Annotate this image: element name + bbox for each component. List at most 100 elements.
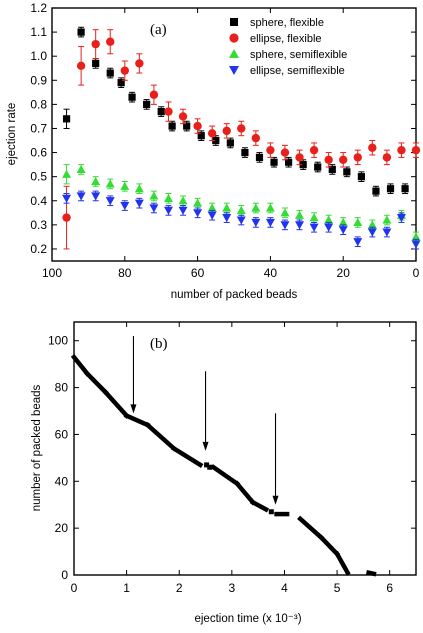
- data-point: [134, 184, 144, 193]
- data-point: [183, 122, 191, 130]
- y-tick-label: 0.9: [30, 73, 47, 87]
- x-tick-label: 5: [334, 581, 341, 595]
- legend-marker: [229, 49, 239, 58]
- data-point: [106, 37, 115, 46]
- x-tick-label: 3: [229, 581, 236, 595]
- data-point: [178, 206, 188, 215]
- data-point: [295, 210, 305, 219]
- data-point: [266, 145, 275, 155]
- legend-label: ellipse, semiflexible: [250, 65, 345, 77]
- data-point: [149, 90, 159, 99]
- y-tick-label: 0.3: [30, 218, 47, 232]
- panel-b-arrows: [130, 336, 279, 505]
- data-point: [226, 139, 234, 147]
- data-point: [193, 198, 203, 207]
- data-point: [222, 203, 232, 212]
- data-point: [338, 217, 348, 227]
- data-point: [270, 158, 278, 166]
- data-point: [314, 163, 322, 171]
- data-point: [265, 218, 275, 227]
- y-tick-label: 100: [48, 334, 68, 348]
- data-point: [128, 93, 136, 101]
- data-point: [368, 143, 377, 152]
- data-point: [135, 59, 144, 68]
- panel-a-y-axis-label: ejection rate: [6, 103, 18, 166]
- data-point: [280, 208, 290, 217]
- panel-b-plot-frame: [73, 321, 417, 576]
- data-point: [309, 223, 319, 232]
- data-point: [120, 181, 130, 190]
- data-point: [62, 213, 71, 222]
- panel-a-data-points: [62, 26, 421, 250]
- legend-label: sphere, flexible: [250, 17, 324, 29]
- data-point: [295, 221, 305, 230]
- y-tick-label: 0.5: [30, 170, 47, 184]
- data-point: [241, 148, 249, 157]
- data-point: [237, 124, 246, 133]
- data-point: [222, 214, 232, 223]
- data-point: [251, 203, 261, 212]
- data-point: [163, 193, 173, 202]
- data-point: [367, 228, 377, 237]
- x-tick-label: 100: [42, 266, 62, 280]
- y-tick-label: 1.0: [30, 49, 47, 63]
- data-point: [92, 59, 100, 68]
- data-point: [324, 155, 333, 164]
- data-point: [251, 218, 261, 227]
- legend-marker: [229, 66, 239, 75]
- y-tick-label: 0.7: [30, 121, 47, 135]
- data-point: [382, 228, 392, 237]
- data-point: [236, 205, 246, 214]
- legend-marker: [230, 18, 238, 26]
- y-tick-label: 60: [55, 427, 69, 441]
- data-point: [212, 136, 220, 145]
- y-tick-label: 0.4: [30, 194, 47, 208]
- data-point: [164, 107, 173, 116]
- data-point: [411, 145, 421, 155]
- data-point: [222, 126, 231, 136]
- data-point: [120, 201, 130, 211]
- arrow-head: [130, 404, 137, 414]
- data-point: [255, 153, 264, 161]
- data-point: [105, 197, 115, 206]
- data-point: [236, 216, 246, 225]
- data-point: [91, 192, 101, 201]
- data-point: [353, 238, 363, 247]
- y-tick-label: 0.6: [30, 146, 47, 160]
- data-point: [357, 173, 365, 181]
- y-tick-label: 1.1: [30, 25, 47, 39]
- data-point: [105, 179, 115, 188]
- data-point: [207, 211, 217, 220]
- data-point: [280, 221, 290, 230]
- x-tick-label: 80: [118, 266, 132, 280]
- data-point: [91, 39, 100, 49]
- y-tick-label: 1.2: [30, 1, 47, 15]
- curve-segment: [123, 412, 151, 429]
- arrow-head: [202, 441, 209, 451]
- legend-label: ellipse, flexible: [250, 33, 322, 45]
- y-tick-label: 0.2: [30, 242, 47, 256]
- data-point: [339, 155, 348, 164]
- data-point: [157, 108, 165, 116]
- data-point: [193, 121, 202, 131]
- curve-segment: [83, 370, 109, 396]
- data-point: [285, 158, 293, 166]
- legend-label: sphere, semiflexible: [250, 49, 347, 61]
- x-tick-label: 60: [191, 266, 205, 280]
- curve-segment: [210, 464, 241, 487]
- data-point: [280, 148, 290, 157]
- data-point: [117, 79, 125, 87]
- x-tick-label: 0: [71, 581, 78, 595]
- data-point: [62, 194, 72, 203]
- series-4: [62, 190, 421, 250]
- data-point: [76, 164, 86, 174]
- data-point: [386, 185, 395, 193]
- curve-segment: [365, 569, 377, 577]
- data-point: [62, 115, 71, 123]
- x-tick-label: 40: [264, 266, 278, 280]
- curve-segment: [249, 499, 270, 513]
- data-point: [77, 28, 85, 36]
- data-point: [134, 199, 144, 208]
- x-tick-label: 2: [176, 581, 183, 595]
